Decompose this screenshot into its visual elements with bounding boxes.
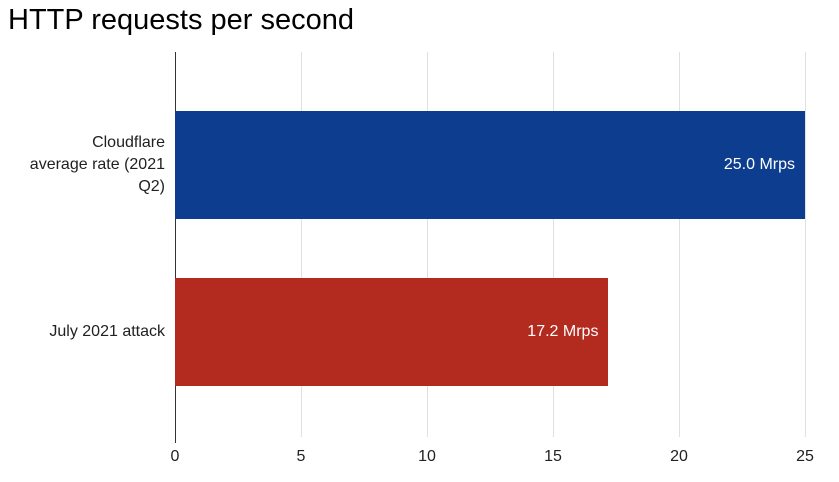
x-tick-label: 25 <box>796 448 814 465</box>
bar-1: 17.2 Mrps <box>175 278 609 386</box>
axis-baseline <box>175 52 176 443</box>
x-tick-label: 0 <box>170 448 180 465</box>
x-tick-label: 15 <box>544 448 562 465</box>
gridline <box>427 52 428 437</box>
gridline <box>553 52 554 437</box>
gridline <box>805 52 806 437</box>
bar-value-label: 17.2 Mrps <box>527 323 599 340</box>
bar-0: 25.0 Mrps <box>175 111 805 219</box>
gridline <box>679 52 680 437</box>
x-tick-label: 20 <box>670 448 688 465</box>
category-label: Cloudflare average rate (2021 Q2) <box>29 134 165 195</box>
category-label: July 2021 attack <box>49 323 165 340</box>
x-tick-label: 10 <box>418 448 436 465</box>
x-tick-label: 5 <box>296 448 306 465</box>
plot-area: 25.0 Mrps 17.2 Mrps <box>175 52 806 443</box>
gridline <box>301 52 302 437</box>
bar-value-label: 25.0 Mrps <box>723 156 795 173</box>
chart-title: HTTP requests per second <box>8 4 355 36</box>
